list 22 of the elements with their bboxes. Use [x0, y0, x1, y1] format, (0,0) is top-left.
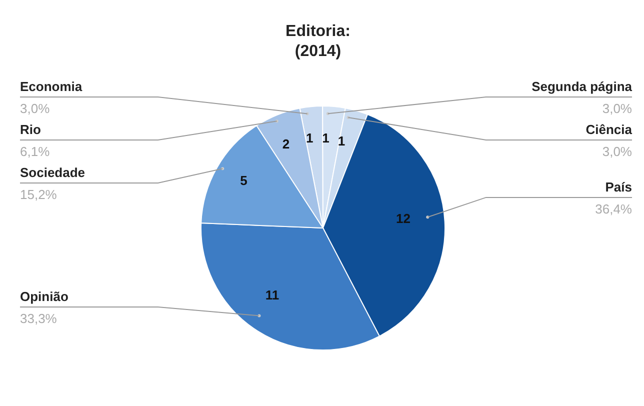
slice-label: Ciência: [586, 122, 633, 137]
text: 12: [396, 210, 411, 226]
text: 11: [265, 288, 280, 303]
slice-label: Sociedade: [20, 165, 86, 180]
text: 1: [338, 133, 346, 148]
slice-label: Opinião: [20, 289, 68, 304]
data-label: 3,0%: [20, 101, 50, 116]
data-label: 6,1%: [20, 144, 50, 159]
text: 1: [322, 130, 330, 146]
text: 1: [306, 130, 314, 146]
text: 5: [240, 173, 248, 188]
data-label: 3,0%: [602, 144, 632, 159]
slice-label: Segunda página: [532, 79, 633, 94]
slice-label: Rio: [20, 122, 41, 137]
data-label: 33,3%: [20, 311, 58, 326]
text: 2: [282, 136, 290, 152]
chart-title: Editoria: (2014): [286, 23, 350, 60]
data-label: 36,4%: [595, 201, 632, 216]
data-label: 15,2%: [20, 187, 58, 202]
slice-label: Economia: [20, 79, 83, 94]
slice-label: País: [605, 179, 632, 194]
data-label: 3,0%: [602, 101, 632, 116]
